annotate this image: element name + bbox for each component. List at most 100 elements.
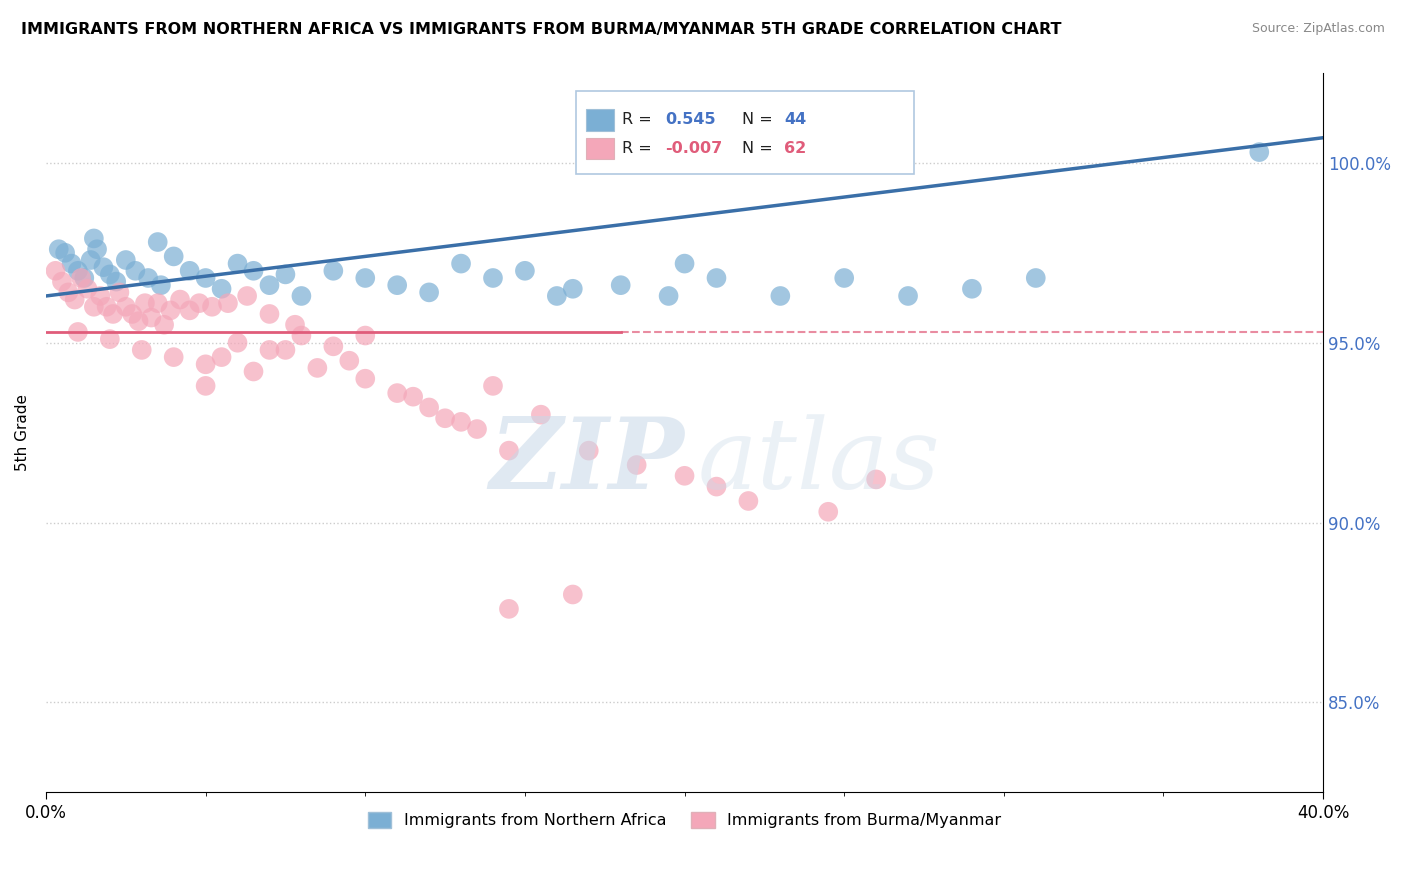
Text: R =: R = bbox=[621, 141, 657, 156]
Point bbox=[482, 379, 505, 393]
Point bbox=[673, 257, 696, 271]
Point bbox=[817, 505, 839, 519]
Point bbox=[322, 264, 344, 278]
Point bbox=[226, 335, 249, 350]
Text: atlas: atlas bbox=[697, 414, 941, 509]
Point bbox=[101, 307, 124, 321]
Point bbox=[131, 343, 153, 357]
Point bbox=[434, 411, 457, 425]
Point bbox=[146, 296, 169, 310]
Point bbox=[83, 231, 105, 245]
Point bbox=[179, 303, 201, 318]
Point bbox=[385, 278, 408, 293]
Text: R =: R = bbox=[621, 112, 657, 128]
Point bbox=[179, 264, 201, 278]
Point bbox=[450, 415, 472, 429]
Text: ZIP: ZIP bbox=[489, 413, 685, 509]
Point bbox=[105, 275, 128, 289]
FancyBboxPatch shape bbox=[576, 91, 914, 174]
Point bbox=[482, 271, 505, 285]
Point bbox=[163, 249, 186, 263]
Point bbox=[188, 296, 211, 310]
Point bbox=[561, 282, 583, 296]
Point bbox=[79, 252, 101, 267]
Point bbox=[146, 235, 169, 249]
Point bbox=[960, 282, 983, 296]
Point bbox=[322, 339, 344, 353]
Point bbox=[290, 289, 312, 303]
Text: N =: N = bbox=[742, 112, 778, 128]
Point bbox=[354, 271, 377, 285]
Point bbox=[609, 278, 631, 293]
Point bbox=[217, 296, 239, 310]
Point bbox=[513, 264, 536, 278]
Point bbox=[561, 587, 583, 601]
Point bbox=[60, 257, 83, 271]
Point bbox=[259, 307, 281, 321]
Point bbox=[307, 360, 329, 375]
Point bbox=[578, 443, 600, 458]
Point bbox=[290, 328, 312, 343]
Point bbox=[865, 472, 887, 486]
Point bbox=[194, 379, 217, 393]
Point bbox=[242, 364, 264, 378]
Point bbox=[194, 271, 217, 285]
Point bbox=[274, 268, 297, 282]
Point bbox=[259, 343, 281, 357]
Point bbox=[385, 386, 408, 401]
Point bbox=[134, 296, 156, 310]
Point bbox=[121, 307, 143, 321]
Point bbox=[673, 468, 696, 483]
Text: IMMIGRANTS FROM NORTHERN AFRICA VS IMMIGRANTS FROM BURMA/MYANMAR 5TH GRADE CORRE: IMMIGRANTS FROM NORTHERN AFRICA VS IMMIG… bbox=[21, 22, 1062, 37]
Point bbox=[136, 271, 159, 285]
Point bbox=[141, 310, 163, 325]
Point bbox=[98, 268, 121, 282]
Point bbox=[626, 458, 648, 472]
Point bbox=[769, 289, 792, 303]
Point bbox=[418, 401, 440, 415]
Point bbox=[76, 282, 98, 296]
Point bbox=[706, 480, 728, 494]
Point bbox=[153, 318, 176, 332]
Point bbox=[706, 271, 728, 285]
Point bbox=[73, 271, 96, 285]
Point bbox=[1249, 145, 1271, 160]
Text: Source: ZipAtlas.com: Source: ZipAtlas.com bbox=[1251, 22, 1385, 36]
Point bbox=[108, 285, 131, 300]
Point bbox=[546, 289, 568, 303]
Point bbox=[114, 252, 136, 267]
Point bbox=[128, 314, 150, 328]
Point bbox=[89, 289, 111, 303]
Point bbox=[63, 293, 86, 307]
Point bbox=[1025, 271, 1047, 285]
Point bbox=[897, 289, 920, 303]
Point bbox=[51, 275, 73, 289]
Point bbox=[124, 264, 146, 278]
Point bbox=[242, 264, 264, 278]
Point bbox=[498, 602, 520, 616]
Text: 62: 62 bbox=[785, 141, 807, 156]
Point bbox=[236, 289, 259, 303]
Point bbox=[114, 300, 136, 314]
Point bbox=[159, 303, 181, 318]
Point bbox=[402, 390, 425, 404]
Point bbox=[284, 318, 307, 332]
Point bbox=[66, 264, 89, 278]
Point bbox=[498, 443, 520, 458]
Point bbox=[226, 257, 249, 271]
Point bbox=[163, 350, 186, 364]
Point bbox=[86, 242, 108, 256]
Point bbox=[259, 278, 281, 293]
Point bbox=[96, 300, 118, 314]
Point bbox=[48, 242, 70, 256]
Point bbox=[465, 422, 488, 436]
Bar bbox=[586, 109, 614, 130]
Point bbox=[354, 372, 377, 386]
Point bbox=[832, 271, 855, 285]
Point bbox=[93, 260, 115, 275]
Y-axis label: 5th Grade: 5th Grade bbox=[15, 394, 30, 471]
Point bbox=[169, 293, 191, 307]
Text: 44: 44 bbox=[785, 112, 807, 128]
Point bbox=[149, 278, 172, 293]
Text: 0.545: 0.545 bbox=[665, 112, 716, 128]
